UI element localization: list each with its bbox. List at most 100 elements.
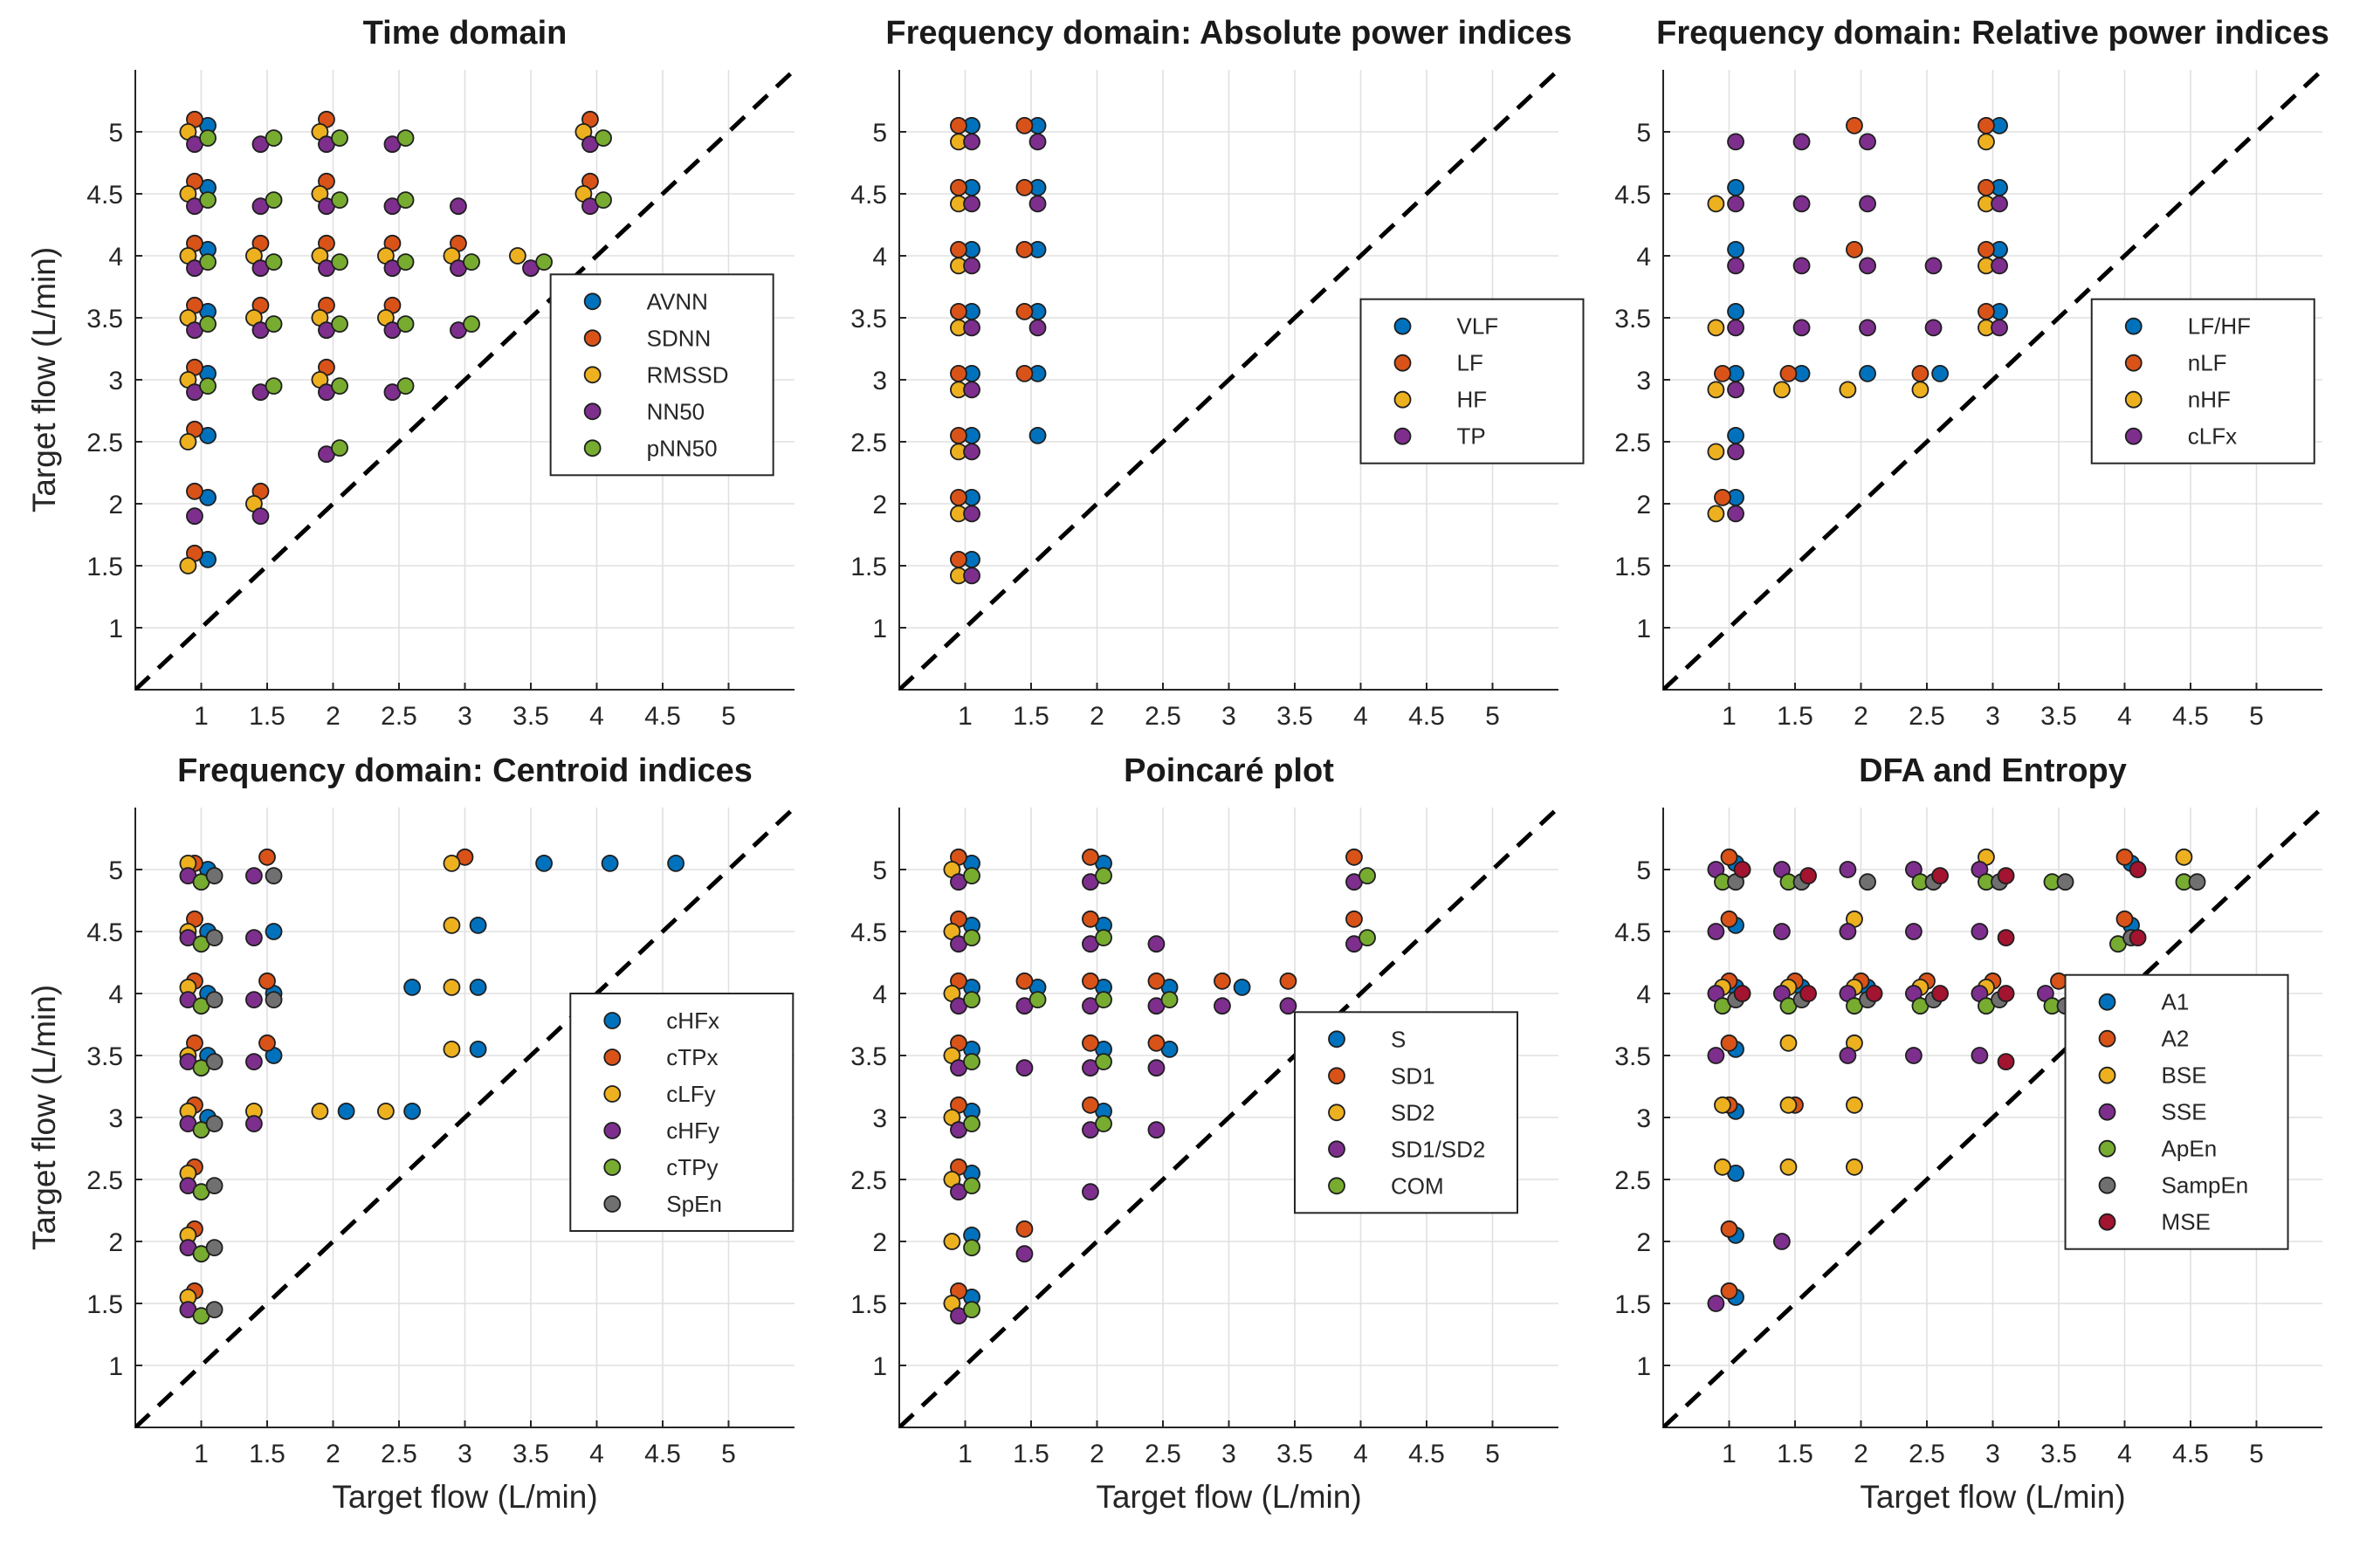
x-tick-label: 2 (1090, 702, 1104, 731)
data-point (950, 178, 967, 196)
legend-marker (2124, 427, 2143, 445)
y-tick-label: 3 (872, 1104, 887, 1133)
x-tick-label: 4 (589, 1440, 604, 1468)
data-point (1779, 1158, 1798, 1176)
data-point (443, 855, 461, 872)
data-point (265, 923, 283, 940)
y-tick-label: 3.5 (86, 1042, 123, 1071)
x-tick-label: 4.5 (1408, 1440, 1445, 1468)
y-tick-label: 3.5 (1614, 305, 1651, 333)
data-point (1359, 867, 1376, 884)
legend: A1 A2 BSE SSE ApEn SampEn MSE (2064, 973, 2289, 1250)
data-point (1904, 1047, 1923, 1064)
data-point (1279, 997, 1297, 1015)
y-tick-label: 2.5 (86, 429, 123, 457)
y-tick-label: 1.5 (86, 553, 123, 581)
chart-title: DFA and Entropy (1859, 753, 2127, 789)
data-point (258, 1034, 276, 1052)
x-tick-label: 1.5 (1777, 1440, 1813, 1468)
data-point (1924, 319, 1943, 337)
data-point (1015, 972, 1034, 990)
data-point (2129, 929, 2147, 946)
y-tick-label: 3.5 (1614, 1042, 1651, 1071)
x-tick-label: 1 (958, 1440, 973, 1468)
data-point (469, 1041, 487, 1058)
data-point (963, 195, 980, 213)
data-point (258, 848, 276, 866)
x-tick-label: 5 (2249, 702, 2264, 731)
x-tick-label: 1 (1722, 702, 1737, 731)
data-point (1015, 1245, 1034, 1263)
data-point (186, 507, 203, 526)
data-point (205, 867, 224, 884)
data-point (1997, 867, 2015, 884)
data-point (1727, 381, 1744, 399)
y-tick-label: 4 (108, 980, 123, 1009)
data-point (443, 1041, 461, 1058)
x-tick-label: 5 (1485, 1440, 1500, 1468)
legend: AVNN SDNN RMSSD NN50 pNN50 (549, 273, 774, 477)
legend-label: VLF (1457, 313, 1499, 340)
data-point (950, 116, 967, 134)
series-nHF (1707, 133, 1995, 523)
data-point (205, 1053, 224, 1070)
y-tick-label: 2.5 (1614, 1166, 1651, 1195)
data-point (1707, 319, 1725, 337)
series-S (963, 855, 1251, 1306)
y-tick-label: 5 (872, 856, 887, 885)
data-point (1095, 1115, 1112, 1132)
data-point (1714, 1158, 1731, 1176)
data-point (1924, 257, 1943, 275)
data-point (1095, 867, 1112, 884)
legend-marker (2124, 317, 2143, 335)
y-tick-label: 2 (108, 1228, 123, 1257)
y-tick-label: 3 (1636, 367, 1651, 395)
data-point (331, 129, 348, 148)
y-tick-label: 2 (1636, 491, 1651, 519)
data-point (1911, 364, 1929, 382)
data-point (1911, 381, 1929, 399)
legend-marker (1328, 1030, 1345, 1049)
data-point (963, 319, 980, 337)
data-point (265, 377, 283, 395)
data-point (1779, 1096, 1798, 1114)
data-point (244, 1053, 263, 1070)
y-tick-label: 1.5 (850, 553, 887, 581)
data-point (396, 129, 415, 148)
legend-label: LF (1457, 350, 1483, 376)
data-point (1015, 178, 1034, 196)
data-point (1028, 991, 1047, 1008)
data-point (963, 505, 980, 523)
data-point (265, 315, 283, 333)
legend-marker (583, 402, 602, 421)
series-cTPx (186, 848, 474, 1300)
plot-area (135, 808, 794, 1427)
data-point (1978, 178, 1995, 196)
data-point (1707, 195, 1725, 213)
data-point (1727, 133, 1744, 151)
x-tick-label: 1 (1722, 1440, 1737, 1468)
series-SD1 (950, 848, 1363, 1300)
data-point (950, 426, 967, 444)
data-point (1846, 240, 1863, 258)
data-point (337, 1103, 355, 1120)
data-point (1015, 240, 1034, 258)
data-point (1082, 972, 1099, 990)
legend-marker (603, 1085, 622, 1103)
x-tick-label: 4 (589, 702, 604, 731)
data-point (950, 302, 967, 320)
y-axis-label: Target flow (L/min) (26, 247, 62, 512)
data-point (1028, 319, 1047, 337)
data-point (535, 253, 553, 272)
data-point (1015, 116, 1034, 134)
data-point (443, 979, 461, 996)
x-tick-label: 2.5 (381, 1440, 417, 1468)
legend-label: cHFy (666, 1117, 719, 1144)
y-tick-label: 2 (872, 491, 887, 519)
y-tick-label: 4 (872, 980, 887, 1009)
legend-label: nLF (2188, 350, 2227, 376)
data-point (244, 867, 263, 884)
x-tick-label: 2.5 (1909, 1440, 1945, 1468)
plot-area (899, 808, 1558, 1427)
x-tick-label: 4 (2117, 702, 2132, 731)
